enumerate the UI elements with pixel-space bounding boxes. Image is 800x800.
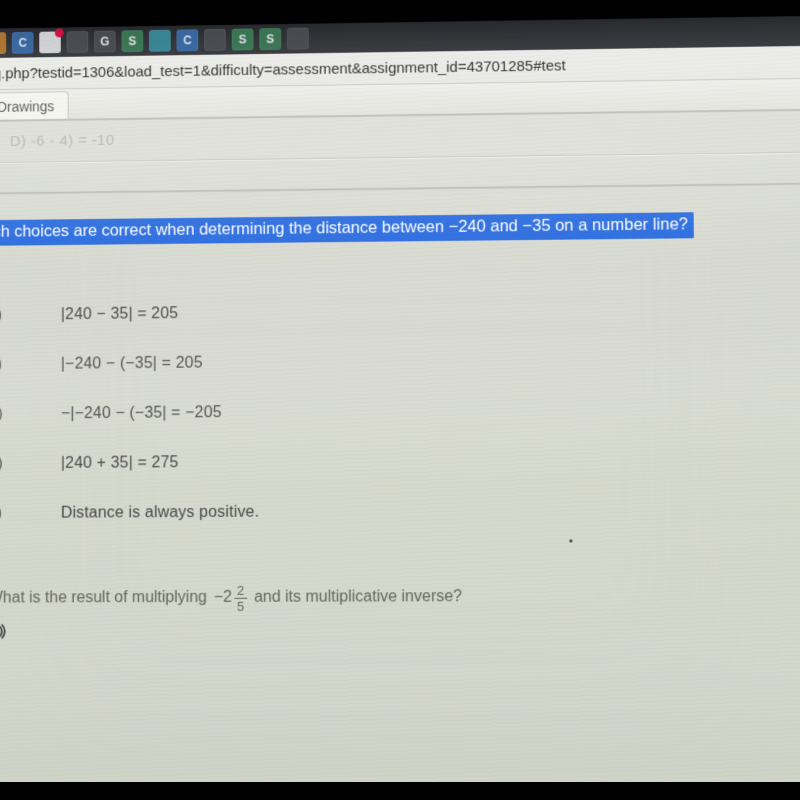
address-url: /test/tq.php?testid=1306&load_test=1&dif…	[0, 57, 566, 83]
choice-text: −|−240 − (−35| = −205	[61, 404, 222, 423]
fraction-numerator: 2	[234, 583, 247, 598]
answer-choice[interactable]: A) |240 − 35| = 205	[0, 283, 800, 340]
browser-tab-favicon[interactable]	[287, 28, 309, 50]
choice-letter: B)	[0, 356, 10, 374]
browser-tab-favicon[interactable]	[67, 31, 89, 53]
mixed-fraction: −2 2 5	[214, 583, 247, 612]
next-question-preview: What is the result of multiplying −2 2 5…	[0, 582, 800, 614]
next-question-prefix: What is the result of multiplying	[0, 589, 207, 608]
browser-tab-favicon[interactable]: C	[177, 29, 199, 51]
choice-text: |240 − 35| = 205	[61, 305, 178, 324]
browser-tab-favicon[interactable]: S	[232, 28, 254, 50]
choice-text: |240 + 35| = 275	[61, 454, 179, 473]
answer-choices: A) |240 − 35| = 205 B) |−240 − (−35| = 205 C…	[0, 279, 800, 539]
tab-cell-drawings[interactable]: Cell Drawings	[0, 91, 69, 120]
answer-choice[interactable]: C) −|−240 − (−35| = −205	[0, 383, 800, 439]
choice-text: |−240 − (−35| = 205	[61, 354, 203, 373]
letterbox-bottom	[0, 782, 800, 800]
fraction: 2 5	[234, 583, 247, 612]
browser-tab-favicon[interactable]	[0, 32, 6, 54]
answer-choice[interactable]: E) Distance is always positive.	[0, 484, 800, 538]
browser-tab-favicon[interactable]: S	[122, 30, 144, 52]
answer-choice[interactable]: D) |240 + 35| = 275	[0, 434, 800, 489]
audio-icon	[0, 622, 10, 647]
screen-plane: CGSCSS /test/tq.php?testid=1306&load_tes…	[0, 16, 800, 800]
choice-letter: E)	[0, 505, 10, 523]
browser-tab-favicon[interactable]	[39, 31, 61, 53]
browser-tab-favicon[interactable]	[149, 30, 171, 52]
question-text-highlighted[interactable]: Which choices are correct when determini…	[0, 212, 694, 245]
fraction-denominator: 5	[237, 598, 244, 612]
browser-tab-favicon[interactable]	[204, 29, 226, 51]
question-block: Which choices are correct when determini…	[0, 211, 800, 539]
page-content: D) -6 - 4) = -10 Which choices are corre…	[0, 111, 800, 646]
choice-letter: C)	[0, 405, 10, 423]
tab-label: Cell Drawings	[0, 98, 54, 115]
read-aloud-button-next[interactable]	[0, 623, 12, 645]
dust-speck	[569, 539, 572, 542]
section-divider	[0, 183, 800, 195]
browser-tab-favicon[interactable]: C	[12, 32, 34, 54]
choice-letter: D)	[0, 455, 10, 473]
choice-letter: A)	[0, 306, 10, 324]
answer-choice[interactable]: B) |−240 − (−35| = 205	[0, 333, 800, 390]
browser-tab-favicon[interactable]: S	[259, 28, 281, 50]
next-question-suffix: and its multiplicative inverse?	[254, 588, 462, 607]
mixed-whole: −2	[214, 589, 232, 607]
screen-stage: CGSCSS /test/tq.php?testid=1306&load_tes…	[0, 28, 800, 788]
choice-text: Distance is always positive.	[61, 503, 259, 522]
browser-tab-favicon[interactable]: G	[94, 31, 116, 53]
